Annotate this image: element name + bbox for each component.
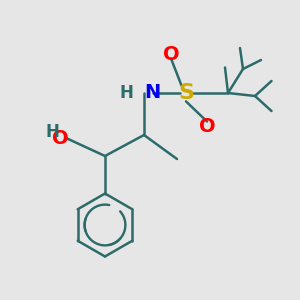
Text: H: H <box>120 84 134 102</box>
Text: O: O <box>199 116 215 136</box>
Text: H: H <box>46 123 59 141</box>
Text: N: N <box>144 83 160 103</box>
Text: S: S <box>178 83 194 103</box>
Text: O: O <box>52 128 68 148</box>
Text: O: O <box>163 44 179 64</box>
